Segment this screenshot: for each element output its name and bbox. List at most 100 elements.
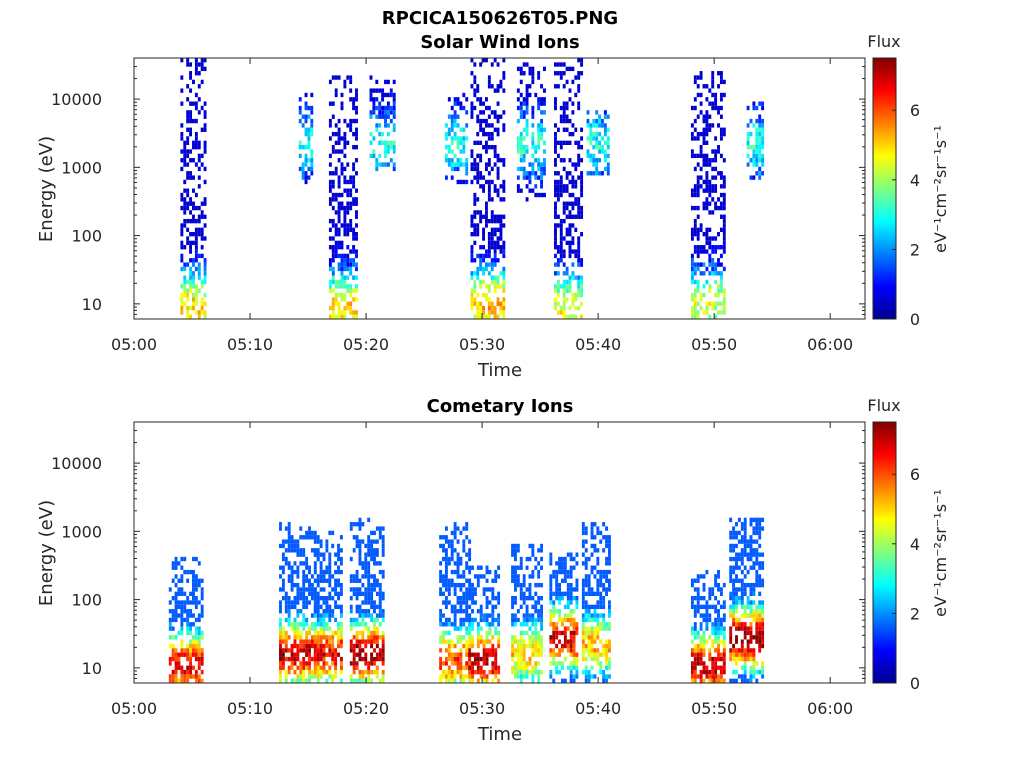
heatmap-cell (470, 58, 474, 63)
heatmap-cell (743, 622, 747, 627)
heatmap-cell (367, 552, 371, 557)
heatmap-cell (729, 530, 733, 536)
heatmap-cell (493, 258, 497, 263)
heatmap-cell (370, 652, 374, 657)
heatmap-cell (740, 613, 744, 618)
heatmap-cell (580, 71, 584, 76)
heatmap-cell (690, 253, 694, 259)
heatmap-cell (279, 574, 282, 579)
heatmap-cell (174, 613, 178, 618)
heatmap-cell (493, 262, 497, 267)
heatmap-cell (319, 578, 323, 583)
heatmap-cell (290, 543, 294, 549)
heatmap-cell (761, 622, 765, 627)
heatmap-cell (562, 188, 566, 193)
heatmap-cell (732, 609, 736, 614)
heatmap-cell (183, 140, 187, 145)
heatmap-cell (340, 162, 344, 167)
heatmap-cell (590, 635, 594, 640)
heatmap-cell (200, 652, 204, 657)
heatmap-cell (375, 105, 379, 111)
heatmap-cell (465, 578, 469, 583)
heatmap-cell (450, 166, 454, 172)
heatmap-cell (571, 66, 575, 72)
heatmap-cell (752, 552, 756, 557)
heatmap-cell (343, 136, 347, 141)
heatmap-cell (194, 101, 198, 106)
heatmap-cell (596, 661, 600, 666)
heatmap-cell (293, 548, 297, 553)
heatmap-cell (531, 110, 535, 115)
heatmap-cell (349, 123, 353, 128)
heatmap-cell (331, 114, 335, 119)
heatmap-cell (310, 613, 314, 618)
heatmap-cell (334, 279, 338, 285)
heatmap-cell (514, 665, 517, 670)
heatmap-cell (719, 622, 723, 627)
heatmap-cell (714, 245, 718, 250)
heatmap-cell (589, 153, 593, 159)
heatmap-cell (346, 232, 350, 237)
heatmap-cell (334, 249, 338, 254)
heatmap-cell (325, 661, 329, 666)
heatmap-cell (693, 227, 697, 232)
heatmap-cell (552, 613, 556, 618)
heatmap-cell (473, 162, 477, 167)
heatmap-cell (714, 578, 718, 583)
heatmap-cell (559, 223, 563, 228)
heatmap-cell (470, 249, 474, 254)
heatmap-cell (310, 574, 314, 579)
heatmap-cell (702, 136, 706, 141)
heatmap-cell (352, 201, 356, 206)
heatmap-cell (319, 626, 323, 631)
heatmap-cell (358, 678, 362, 683)
heatmap-cell (473, 279, 477, 285)
heatmap-cell (569, 565, 573, 570)
heatmap-cell (343, 262, 347, 267)
heatmap-cell (174, 648, 178, 653)
heatmap-cell (298, 140, 302, 145)
heatmap-cell (296, 678, 300, 683)
heatmap-cell (189, 271, 193, 276)
heatmap-cell (316, 656, 320, 662)
heatmap-cell (593, 565, 597, 570)
heatmap-cell (186, 600, 190, 605)
heatmap-cell (722, 197, 726, 202)
heatmap-cell (696, 236, 700, 241)
heatmap-cell (450, 530, 454, 536)
heatmap-cell (328, 613, 332, 618)
heatmap-cell (719, 79, 723, 85)
heatmap-cell (389, 110, 393, 115)
heatmap-cell (559, 253, 563, 259)
heatmap-cell (514, 661, 517, 666)
heatmap-cell (331, 258, 335, 263)
heatmap-cell (337, 149, 341, 154)
heatmap-cell (313, 565, 317, 570)
heatmap-cell (476, 153, 480, 159)
heatmap-cell (722, 179, 726, 185)
heatmap-cell (313, 587, 317, 592)
heatmap-cell (328, 314, 332, 319)
heatmap-cell (459, 648, 463, 653)
heatmap-cell (313, 669, 317, 675)
heatmap-cell (525, 184, 529, 189)
heatmap-cell (497, 574, 501, 579)
heatmap-cell (599, 596, 603, 601)
heatmap-cell (554, 205, 557, 211)
heatmap-cell (197, 62, 201, 67)
heatmap-cell (693, 288, 697, 293)
heatmap-cell (305, 648, 309, 653)
heatmap-cell (367, 600, 371, 605)
heatmap-cell (381, 526, 385, 531)
heatmap-cell (471, 582, 474, 588)
heatmap-cell (465, 123, 469, 128)
heatmap-cell (177, 652, 181, 657)
heatmap-cell (192, 674, 195, 679)
heatmap-cell (699, 153, 703, 159)
heatmap-cell (714, 158, 718, 163)
heatmap-cell (525, 84, 529, 89)
heatmap-cell (559, 158, 563, 163)
heatmap-cell (571, 262, 575, 267)
heatmap-cell (279, 622, 282, 627)
heatmap-cell (549, 587, 553, 592)
